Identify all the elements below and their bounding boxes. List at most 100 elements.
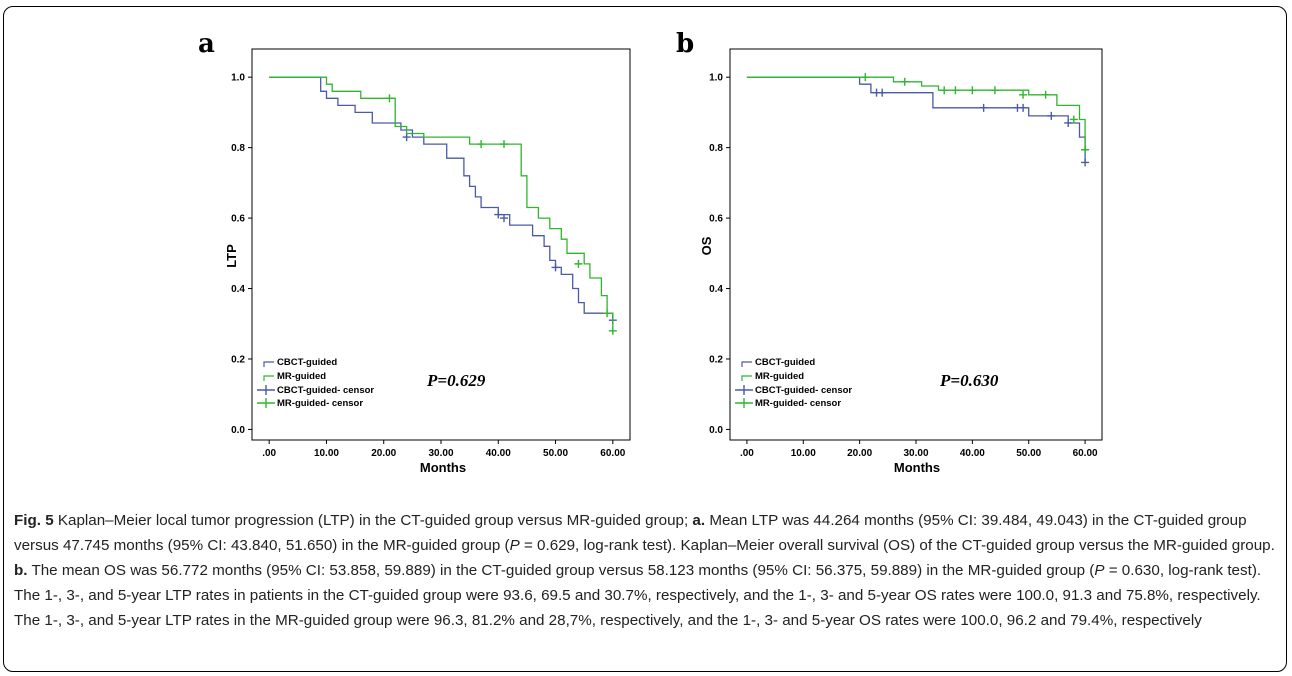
panel-b-mr-censor-mark xyxy=(951,86,960,95)
panel-b-legend-swatch-cbct-censor xyxy=(735,385,753,395)
panel-a-legend-swatch-mr-censor xyxy=(257,398,275,408)
figure-frame xyxy=(3,6,1287,672)
panel-b-x-tick-label: 40.00 xyxy=(960,448,985,459)
panel-b-legend-label-cbct-censor: CBCT-guided- censor xyxy=(755,385,852,396)
caption-text-2: Mean LTP was 44.264 months (95% CI: 39.4… xyxy=(14,512,1247,554)
panel-b-cbct-censor-mark xyxy=(1064,118,1073,127)
panel-b-mr-censor-mark xyxy=(1041,90,1050,99)
panel-a-plot-area xyxy=(269,76,617,335)
panel-b-legend-swatch-mr xyxy=(741,375,752,381)
panel-b-mr-censor-mark xyxy=(990,86,999,95)
panel-a-x-tick-label: 30.00 xyxy=(428,448,453,459)
panel-a-x-tick-label: 60.00 xyxy=(600,448,625,459)
panel-a-mr-censor-mark xyxy=(500,140,508,149)
panel-a-x-tick-label: 50.00 xyxy=(543,448,568,459)
panel-b-mr-censor-mark xyxy=(1081,145,1090,154)
panel-a-x-tick-label: 10.00 xyxy=(314,448,339,459)
panel-b-legend-label-mr-censor: MR-guided- censor xyxy=(755,398,841,409)
panel-b-mr-curve xyxy=(746,76,1086,150)
panel-a-p-value: P=0.629 xyxy=(426,371,486,390)
panel-a-y-tick-label: 0.6 xyxy=(231,214,245,225)
panel-a-mr-censor-mark xyxy=(603,309,612,318)
panel-b-y-tick-label: 0.6 xyxy=(709,214,723,225)
caption-p-italic-1: P xyxy=(509,537,520,554)
panel-b-cbct-censor-mark xyxy=(1019,103,1028,112)
panel-a-letter: a xyxy=(198,29,215,59)
panel-b-mr-censor-mark xyxy=(968,86,977,95)
panel-a-cbct-censor-mark xyxy=(494,210,503,219)
panel-b-x-axis-title: Months xyxy=(894,460,940,475)
panel-a-axes: 0.0 0.2 0.4 0.6 0.8 1.0 .00 10.00 20.00 30.00 40.0… xyxy=(231,73,626,459)
panel-a-cbct-curve xyxy=(269,76,614,321)
panel-a-mr-censor-mark xyxy=(477,140,486,149)
caption-p-italic-2: P xyxy=(1094,562,1105,579)
panel-b-plot-frame xyxy=(729,48,1103,441)
panel-b-y-tick-label: 0.2 xyxy=(709,354,723,365)
panel-a-legend: CBCT-guided MR-guided CBCT-guided- censo… xyxy=(257,357,374,409)
panel-a-legend-swatch-cbct xyxy=(263,361,274,367)
caption-text-5: = 0.630, log-rank test). The 1-, 3-, and… xyxy=(14,562,1262,629)
panel-a-mr-censor-mark xyxy=(385,94,394,103)
caption-text-4: The mean OS was 56.772 months (95% CI: 5… xyxy=(27,562,1095,579)
panel-b-legend-label-cbct: CBCT-guided xyxy=(755,357,815,368)
panel-a-y-axis-title: LTP xyxy=(224,244,239,268)
panel-b-mr-censor-mark xyxy=(940,86,949,95)
panel-a-legend-label-mr-censor: MR-guided- censor xyxy=(277,398,363,409)
panel-a-chart: a 0.0 0.2 0.4 0.6 0.8 1.0 .00 10.00 20.00 30.00 40… xyxy=(198,29,631,475)
panel-a-y-tick-label: 0.8 xyxy=(231,143,245,154)
figure-caption: Fig. 5 Kaplan–Meier local tumor progress… xyxy=(14,508,1276,633)
caption-fig-label: Fig. 5 xyxy=(14,512,54,529)
panel-b-legend-swatch-cbct xyxy=(741,361,752,367)
caption-text-3: = 0.629, log-rank test). Kaplan–Meier ov… xyxy=(519,537,1275,554)
panel-b-chart: b 0.0 0.2 0.4 0.6 0.8 1.0 .00 10.00 20.00 30.00 40… xyxy=(676,29,1103,475)
panel-a-y-tick-label: 1.0 xyxy=(231,73,245,84)
panel-a-x-tick-label: 20.00 xyxy=(371,448,396,459)
panel-a-y-tick-label: 0.0 xyxy=(231,425,245,436)
panel-a-cbct-censor-mark xyxy=(402,133,411,142)
panel-b-x-tick-label: 30.00 xyxy=(903,448,928,459)
panel-a-legend-label-mr: MR-guided xyxy=(277,371,326,382)
panel-a-legend-label-cbct-censor: CBCT-guided- censor xyxy=(277,385,374,396)
panel-b-y-tick-label: 0.4 xyxy=(709,284,723,295)
panel-a-y-tick-label: 0.4 xyxy=(231,284,245,295)
panel-a-x-axis-title: Months xyxy=(420,460,466,475)
panel-b-mr-censor-mark xyxy=(1069,115,1078,124)
panel-a-cbct-censor-mark xyxy=(500,214,508,223)
panel-b-p-value: P=0.630 xyxy=(939,371,999,390)
panel-a-legend-swatch-mr xyxy=(263,375,274,381)
panel-b-letter: b xyxy=(676,29,694,59)
panel-b-y-tick-label: 0.0 xyxy=(709,425,723,436)
panel-b-x-tick-label: 10.00 xyxy=(791,448,816,459)
panel-b-mr-censor-mark xyxy=(861,73,870,82)
panel-b-y-tick-label: 0.8 xyxy=(709,143,723,154)
caption-bold-a: a. xyxy=(692,512,706,529)
panel-a-mr-curve xyxy=(269,76,614,331)
panel-b-cbct-censor-mark xyxy=(878,88,887,97)
panel-b-plot-area xyxy=(746,73,1090,167)
panel-b-x-tick-label: 50.00 xyxy=(1016,448,1041,459)
panel-b-mr-censor-mark xyxy=(1019,90,1028,99)
caption-text-1: Kaplan–Meier local tumor progression (LT… xyxy=(53,512,693,529)
panel-a-x-tick-label: .00 xyxy=(262,448,276,459)
panel-a-legend-swatch-cbct-censor xyxy=(257,385,275,395)
panel-a-mr-censor-mark xyxy=(608,326,617,335)
panel-b-y-tick-label: 1.0 xyxy=(709,73,723,84)
caption-bold-b: b. xyxy=(14,562,28,579)
panel-b-cbct-curve xyxy=(746,76,1086,163)
panel-b-mr-censor-mark xyxy=(900,77,909,86)
panel-b-legend-swatch-mr-censor xyxy=(735,398,753,408)
panel-b-legend-label-mr: MR-guided xyxy=(755,371,804,382)
panel-b-axes: 0.0 0.2 0.4 0.6 0.8 1.0 .00 10.00 20.00 30.00 40.0… xyxy=(709,73,1098,459)
panel-a-legend-label-cbct: CBCT-guided xyxy=(277,357,337,368)
panel-a-y-tick-label: 0.2 xyxy=(231,354,245,365)
panel-b-x-tick-label: .00 xyxy=(740,448,754,459)
panel-a-x-tick-label: 40.00 xyxy=(486,448,511,459)
figure-charts: a 0.0 0.2 0.4 0.6 0.8 1.0 .00 10.00 20.00 30.00 40… xyxy=(198,29,1103,475)
panel-a-mr-censor-mark xyxy=(574,259,583,268)
panel-b-legend: CBCT-guided MR-guided CBCT-guided- censo… xyxy=(735,357,852,409)
panel-b-y-axis-title: OS xyxy=(699,236,714,255)
panel-b-cbct-censor-mark xyxy=(979,103,988,112)
panel-a-cbct-censor-mark xyxy=(551,263,560,272)
panel-b-x-tick-label: 20.00 xyxy=(847,448,872,459)
panel-b-x-tick-label: 60.00 xyxy=(1073,448,1098,459)
